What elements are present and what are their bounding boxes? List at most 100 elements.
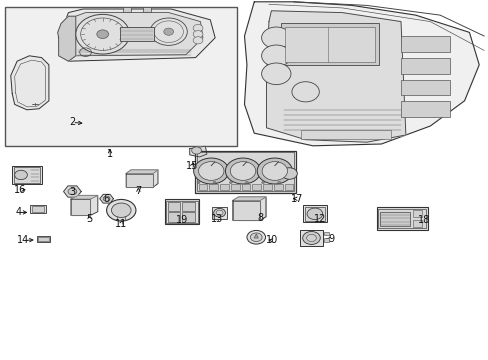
Circle shape (163, 28, 173, 35)
Circle shape (150, 18, 187, 45)
Circle shape (291, 82, 319, 102)
Circle shape (230, 162, 255, 180)
Circle shape (229, 181, 232, 184)
Polygon shape (11, 56, 49, 110)
Circle shape (213, 208, 225, 217)
Circle shape (261, 27, 290, 49)
Bar (220, 184, 228, 190)
Polygon shape (232, 197, 265, 220)
Text: 11: 11 (115, 219, 127, 229)
Text: 18: 18 (417, 215, 430, 225)
Polygon shape (254, 234, 258, 238)
Polygon shape (126, 170, 158, 187)
Bar (5, 7, 237, 146)
Text: 3: 3 (69, 186, 75, 197)
Bar (323, 232, 328, 235)
Bar (263, 184, 271, 190)
Circle shape (191, 147, 201, 154)
Text: 17: 17 (290, 194, 303, 204)
Text: 9: 9 (328, 234, 334, 244)
Circle shape (262, 162, 287, 180)
Circle shape (106, 199, 136, 221)
Bar (323, 238, 328, 242)
Bar (305, 207, 324, 221)
Text: 16: 16 (14, 185, 27, 195)
Circle shape (257, 158, 292, 184)
Circle shape (306, 208, 322, 220)
Text: 2: 2 (69, 117, 75, 127)
Text: 14: 14 (17, 235, 30, 246)
Polygon shape (126, 174, 153, 187)
Text: 6: 6 (103, 194, 109, 204)
Polygon shape (71, 195, 98, 199)
Bar (412, 220, 422, 227)
Bar (167, 212, 180, 222)
Text: 19: 19 (175, 215, 188, 225)
Circle shape (111, 203, 131, 217)
Bar (12, 166, 41, 184)
Text: 4: 4 (16, 207, 21, 217)
Bar (38, 237, 49, 241)
Bar (142, 7, 150, 12)
Circle shape (68, 188, 77, 195)
Polygon shape (244, 2, 478, 146)
Bar (123, 7, 131, 12)
Polygon shape (100, 194, 113, 203)
Bar (376, 207, 427, 230)
Bar (194, 151, 296, 193)
Bar (164, 199, 199, 224)
Polygon shape (59, 9, 215, 61)
Circle shape (250, 233, 262, 242)
Polygon shape (58, 16, 76, 61)
Text: 1: 1 (107, 149, 113, 159)
Circle shape (193, 37, 203, 44)
Bar (284, 27, 374, 62)
Bar (284, 184, 293, 190)
Bar (198, 184, 207, 190)
Bar (212, 207, 226, 219)
Circle shape (261, 63, 290, 85)
Text: 5: 5 (86, 214, 92, 224)
Text: 7: 7 (135, 186, 141, 196)
Bar (300, 230, 322, 246)
Polygon shape (232, 201, 260, 220)
Circle shape (198, 162, 224, 180)
Bar (117, 215, 125, 220)
Circle shape (277, 181, 280, 184)
Polygon shape (71, 199, 90, 215)
Polygon shape (126, 170, 158, 174)
Circle shape (246, 230, 265, 244)
Polygon shape (68, 13, 203, 56)
Polygon shape (63, 186, 81, 197)
Bar (281, 23, 378, 65)
Circle shape (193, 31, 203, 38)
Bar (230, 184, 239, 190)
Text: 10: 10 (265, 235, 278, 246)
Text: 8: 8 (257, 213, 263, 223)
Bar (167, 202, 180, 211)
Circle shape (193, 158, 228, 184)
Bar (400, 101, 449, 117)
Circle shape (97, 30, 108, 39)
Bar (400, 36, 449, 52)
Bar (380, 212, 409, 226)
Circle shape (261, 181, 264, 184)
Bar (400, 80, 449, 95)
Bar (400, 58, 449, 74)
Bar (300, 130, 390, 139)
Bar (303, 205, 326, 222)
Bar (182, 202, 195, 211)
Bar (378, 209, 425, 228)
Bar (120, 27, 154, 41)
Bar (32, 206, 44, 212)
Text: 12: 12 (313, 213, 326, 224)
Bar (182, 212, 195, 222)
Bar (37, 236, 50, 242)
Circle shape (193, 24, 203, 32)
Bar (209, 184, 218, 190)
Bar (273, 184, 282, 190)
Text: 13: 13 (210, 213, 223, 224)
Circle shape (245, 181, 248, 184)
Polygon shape (266, 11, 405, 142)
Circle shape (15, 170, 27, 180)
